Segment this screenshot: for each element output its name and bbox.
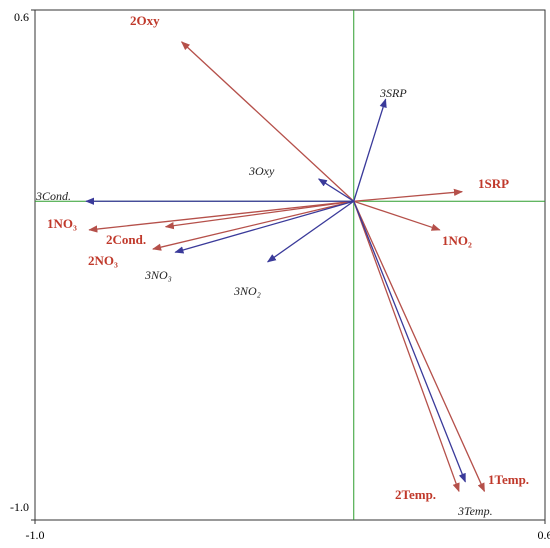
vector-arrow bbox=[353, 188, 464, 202]
vector-label: 3NO₃ bbox=[144, 268, 172, 282]
vector-arrow bbox=[353, 200, 441, 231]
vector-label: 3NO₂ bbox=[233, 284, 261, 298]
vector-label: 2NO₃ bbox=[88, 253, 118, 268]
y-tick-label: -1.0 bbox=[10, 500, 29, 514]
vector-arrow bbox=[353, 200, 486, 493]
vector-arrow bbox=[164, 200, 354, 230]
vector-label: 3Cond. bbox=[35, 189, 71, 203]
vector-label: 2Temp. bbox=[395, 487, 436, 502]
vector-arrow bbox=[266, 200, 355, 263]
vector-label: 1Temp. bbox=[488, 472, 529, 487]
vector-label: 2Oxy bbox=[130, 13, 160, 28]
vector-arrow bbox=[353, 201, 460, 493]
vector-label: 3Temp. bbox=[457, 504, 493, 518]
vector-label: 1NO₂ bbox=[442, 233, 472, 248]
vector-arrow bbox=[152, 200, 354, 251]
plot-frame bbox=[34, 9, 546, 521]
vector-label: 3Oxy bbox=[248, 164, 275, 178]
x-tick-label: -1.0 bbox=[26, 528, 45, 542]
vector-arrow bbox=[353, 201, 466, 483]
vector-arrow bbox=[88, 200, 354, 233]
vector-label: 2Cond. bbox=[106, 232, 146, 247]
y-tick-label: 0.6 bbox=[14, 10, 29, 24]
vector-label: 1SRP bbox=[478, 176, 509, 191]
vector-label: 1NO₃ bbox=[47, 216, 77, 231]
vector-arrow bbox=[317, 178, 355, 202]
vector-arrow bbox=[174, 200, 354, 254]
vector-arrow bbox=[353, 98, 387, 202]
vector-arrow bbox=[180, 41, 355, 202]
vector-label: 3SRP bbox=[379, 86, 407, 100]
x-tick-label: 0.6 bbox=[538, 528, 550, 542]
